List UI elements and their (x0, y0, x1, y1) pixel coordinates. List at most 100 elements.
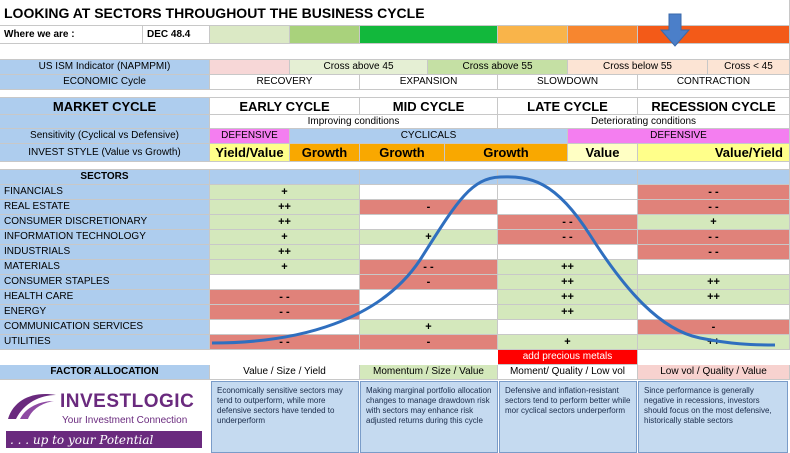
precious-metals-note: add precious metals (498, 350, 638, 365)
invest-style-label: INVEST STYLE (Value vs Growth) (0, 144, 210, 162)
sensitivity-cyclicals: CYCLICALS (290, 129, 568, 144)
gradient-cell (568, 26, 638, 44)
invest-style-cell: Growth (360, 144, 445, 162)
logo-swoosh-icon (8, 394, 56, 419)
ism-cell: Cross above 55 (428, 60, 568, 75)
sector-rating-mid: - (360, 200, 498, 215)
sector-rating-mid: + (360, 230, 498, 245)
improving-conditions: Improving conditions (210, 115, 498, 129)
sector-rating-early: - - (210, 335, 360, 350)
ism-cell: Cross above 45 (290, 60, 428, 75)
logo-tagline: Your Investment Connection (62, 415, 188, 426)
market-phase: MID CYCLE (360, 98, 498, 115)
description-recession: Since performance is generally negative … (638, 381, 788, 453)
factor-cell: Moment/ Quality / Low vol (498, 365, 638, 380)
ism-cell: Cross below 55 (568, 60, 708, 75)
position-arrow-icon (659, 13, 691, 47)
sector-name: COMMUNICATION SERVICES (0, 320, 210, 335)
sector-name: CONSUMER STAPLES (0, 275, 210, 290)
where-label: Where we are : (0, 26, 143, 44)
description-mid: Making marginal portfolio allocation cha… (360, 381, 498, 453)
sector-rating-mid (360, 185, 498, 200)
sector-rating-rec (638, 260, 790, 275)
sector-rating-rec: - - (638, 245, 790, 260)
sector-name: REAL ESTATE (0, 200, 210, 215)
sector-rating-rec (638, 305, 790, 320)
sector-name: MATERIALS (0, 260, 210, 275)
ism-cell (210, 60, 290, 75)
sensitivity-label: Sensitivity (Cyclical vs Defensive) (0, 129, 210, 144)
sector-rating-late: + (498, 335, 638, 350)
sector-rating-rec: - (638, 320, 790, 335)
economic-phase: SLOWDOWN (498, 75, 638, 90)
sector-rating-rec: - - (638, 200, 790, 215)
logo-slogan: . . . up to your Potential (6, 431, 202, 448)
economic-phase: EXPANSION (360, 75, 498, 90)
sector-name: CONSUMER DISCRETIONARY (0, 215, 210, 230)
sector-rating-mid: - (360, 335, 498, 350)
sector-name: HEALTH CARE (0, 290, 210, 305)
sector-rating-early: - - (210, 305, 360, 320)
economic-phase: RECOVERY (210, 75, 360, 90)
deteriorating-conditions: Deteriorating conditions (498, 115, 790, 129)
economic-phase: CONTRACTION (638, 75, 790, 90)
description-late: Defensive and inflation-resistant sector… (499, 381, 637, 453)
logo-panel: INVESTLOGIC Your Investment Connection .… (2, 381, 208, 451)
sector-rating-late: ++ (498, 260, 638, 275)
sector-rating-early (210, 275, 360, 290)
sector-rating-early: - - (210, 290, 360, 305)
sector-rating-late: - - (498, 215, 638, 230)
sector-name: FINANCIALS (0, 185, 210, 200)
sector-rating-early: + (210, 185, 360, 200)
where-value: DEC 48.4 (143, 26, 210, 44)
sector-rating-early: + (210, 230, 360, 245)
factor-cell: Low vol / Quality / Value (638, 365, 790, 380)
logo-name: INVESTLOGIC (60, 391, 195, 412)
sector-rating-early (210, 320, 360, 335)
invest-style-cell: Growth (290, 144, 360, 162)
invest-style-cell: Yield/Value (210, 144, 290, 162)
sensitivity-defensive-early: DEFENSIVE (210, 129, 290, 144)
ism-label: US ISM Indicator (NAPMPMI) (0, 60, 210, 75)
sector-rating-late (498, 245, 638, 260)
sector-rating-late: ++ (498, 305, 638, 320)
sector-rating-mid (360, 305, 498, 320)
economic-label: ECONOMIC Cycle (0, 75, 210, 90)
invest-style-cell: Value/Yield (638, 144, 790, 162)
gradient-cell (360, 26, 498, 44)
sector-rating-late: - - (498, 230, 638, 245)
gradient-cell (210, 26, 290, 44)
sector-rating-late (498, 320, 638, 335)
sector-rating-early: ++ (210, 245, 360, 260)
sector-rating-rec: ++ (638, 290, 790, 305)
sector-name: UTILITIES (0, 335, 210, 350)
description-early: Economically sensitive sectors may tend … (211, 381, 359, 453)
gradient-cell (498, 26, 568, 44)
factor-cell: Value / Size / Yield (210, 365, 360, 380)
sector-rating-mid (360, 290, 498, 305)
sector-rating-rec: ++ (638, 335, 790, 350)
sector-rating-mid (360, 215, 498, 230)
sensitivity-defensive-late: DEFENSIVE (568, 129, 790, 144)
sector-rating-rec: + (638, 215, 790, 230)
sector-rating-late (498, 185, 638, 200)
market-phase: EARLY CYCLE (210, 98, 360, 115)
sectors-header: SECTORS (0, 170, 210, 185)
gradient-cell (290, 26, 360, 44)
sector-rating-mid: + (360, 320, 498, 335)
sector-name: ENERGY (0, 305, 210, 320)
sector-rating-early: + (210, 260, 360, 275)
sector-rating-late: ++ (498, 290, 638, 305)
invest-style-cell: Growth (445, 144, 568, 162)
sector-rating-mid (360, 245, 498, 260)
sector-rating-rec: ++ (638, 275, 790, 290)
sector-rating-rec: - - (638, 230, 790, 245)
ism-cell: Cross < 45 (708, 60, 790, 75)
market-phase: RECESSION CYCLE (638, 98, 790, 115)
sector-rating-early: ++ (210, 215, 360, 230)
factor-cell: Momentum / Size / Value (360, 365, 498, 380)
factor-label: FACTOR ALLOCATION (0, 365, 210, 380)
sector-name: INFORMATION TECHNOLOGY (0, 230, 210, 245)
market-phase: LATE CYCLE (498, 98, 638, 115)
sector-rating-mid: - - (360, 260, 498, 275)
